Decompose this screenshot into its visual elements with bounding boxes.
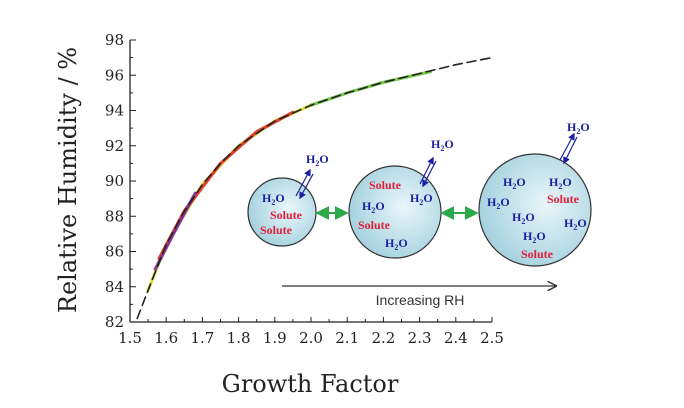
axes: 1.5 1.6 1.7 1.8 1.9 2.0 2.1 2.2 2.3 2.4 2.5 82 84 86 8… [105, 31, 504, 347]
h2o-label: H2O [362, 199, 385, 215]
y-tick-label: 84 [105, 278, 124, 296]
y-tick-label: 88 [105, 207, 124, 225]
series-line [309, 70, 433, 107]
solute-label: Solute [547, 192, 580, 206]
h2o-label: H2O [487, 195, 510, 211]
h2o-label: H2O [567, 120, 590, 136]
h2o-label: H2O [503, 175, 526, 191]
droplet-schematic: H2OH2OSoluteSoluteH2OSoluteH2OH2OSoluteH… [247, 120, 592, 308]
x-tick-label: 1.9 [263, 329, 287, 347]
solute-label: Solute [260, 223, 293, 237]
series-line [136, 56, 493, 320]
series-layer [136, 56, 493, 320]
h2o-label: H2O [262, 191, 285, 207]
y-tick-label: 90 [105, 172, 124, 190]
inset-labels: H2OH2OSoluteSoluteH2OSoluteH2OH2OSoluteH… [260, 120, 590, 261]
y-tick-label: 92 [105, 137, 124, 155]
x-tick-label: 2.4 [444, 329, 468, 347]
h2o-label: H2O [512, 210, 535, 226]
h2o-label: H2O [549, 175, 572, 191]
h2o-label: H2O [564, 216, 587, 232]
y-axis-title: Relative Humidity / % [54, 47, 82, 313]
x-tick-label: 2.0 [299, 329, 323, 347]
x-tick-label: 2.3 [408, 329, 432, 347]
increasing-rh-label: Increasing RH [376, 292, 465, 308]
y-tick-label: 82 [105, 313, 124, 331]
solute-label: Solute [369, 178, 402, 192]
x-tick-label: 2.2 [371, 329, 395, 347]
solute-label: Solute [358, 218, 391, 232]
x-tick-label: 2.5 [480, 329, 504, 347]
solute-label: Solute [521, 247, 554, 261]
h2o-label: H2O [306, 152, 329, 168]
h2o-label: H2O [431, 137, 454, 153]
h2o-label: H2O [523, 229, 546, 245]
x-tick-label: 1.6 [154, 329, 178, 347]
y-tick-label: 94 [105, 102, 124, 120]
x-tick-label: 1.5 [118, 329, 142, 347]
x-axis-title: Growth Factor [222, 370, 399, 398]
y-tick-label: 98 [105, 31, 124, 49]
h2o-label: H2O [410, 191, 433, 207]
h2o-label: H2O [385, 236, 408, 252]
solute-label: Solute [270, 208, 303, 222]
water-exchange-arrows [295, 132, 578, 200]
y-tick-label: 96 [105, 66, 124, 84]
x-tick-label: 1.7 [190, 329, 214, 347]
x-tick-label: 1.8 [227, 329, 251, 347]
x-tick-label: 2.1 [335, 329, 359, 347]
droplet-large [478, 153, 592, 267]
y-tick-label: 86 [105, 243, 124, 261]
